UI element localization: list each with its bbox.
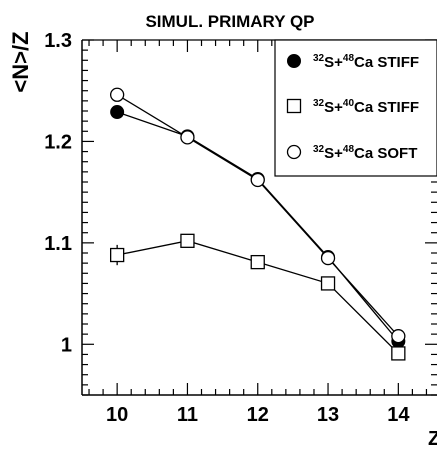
series-2 [109,233,406,361]
legend-label-text: S+ [324,145,343,162]
data-point-open-circle [391,329,406,344]
y-axis-label: <N>/Z [8,31,33,92]
data-point-open-square [391,346,406,361]
legend-marker-open-circle [286,144,302,160]
data-point-filled-circle [110,105,125,120]
legend-label: 32S+48Ca SOFT [313,144,417,162]
x-tick-label: 13 [317,404,339,426]
x-axis-label: Z [428,428,437,450]
legend-label-superscript: 32 [313,98,325,109]
legend-label-superscript: 40 [343,98,355,109]
y-tick-label: 1 [61,334,72,356]
legend-label-superscript: 32 [313,144,325,155]
y-tick-label: 1.3 [44,30,72,52]
data-point-open-square [250,254,265,270]
legend-marker-open-square [286,98,302,114]
data-point-open-circle [109,87,125,102]
legend-label-text: S+ [324,54,343,71]
data-point-open-square [320,276,336,291]
data-point-open-square [180,233,195,248]
legend-label: 32S+48Ca STIFF [313,53,419,71]
data-point-open-circle [320,250,336,266]
data-point-open-circle [250,172,265,188]
legend-label-superscript: 32 [313,53,325,64]
legend-label-superscript: 48 [343,53,355,64]
y-tick-label: 1.1 [44,233,72,255]
x-tick-label: 12 [247,404,269,426]
y-tick-label: 1.2 [44,131,72,153]
legend-label-text: S+ [324,99,343,116]
legend-label-text: Ca STIFF [354,99,419,116]
legend-label-text: Ca STIFF [354,54,419,71]
legend-label-superscript: 48 [343,144,355,155]
series-3 [109,87,406,344]
x-tick-label: 11 [177,404,198,426]
chart-title: SIMUL. PRIMARY QP [145,12,314,31]
data-point-open-square [109,247,125,263]
legend-marker-filled-circle [287,54,301,68]
legend-label-text: Ca SOFT [354,145,417,162]
series-layer [109,87,406,361]
legend-box [274,39,437,177]
x-tick-label: 10 [106,404,128,426]
legend-label: 32S+40Ca STIFF [313,98,419,116]
data-point-open-circle [180,130,195,145]
x-tick-label: 14 [387,404,410,426]
